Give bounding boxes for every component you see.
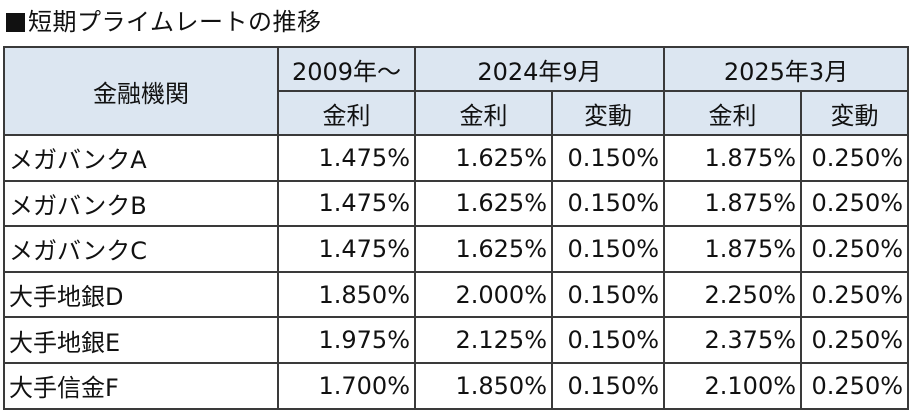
rate-2009: 1.475% (277, 225, 416, 273)
change-2024-09: 0.150% (550, 134, 666, 182)
rate-2024-09: 1.625% (414, 225, 553, 273)
rate-2009: 1.475% (277, 179, 416, 228)
rate-2024-09: 1.625% (414, 179, 553, 228)
institution-name: 大手信金F (3, 361, 279, 410)
table-row: メガバンクC 1.475% 1.625% 0.150% 1.875% 0.250… (3, 225, 910, 273)
change-2024-09: 0.150% (550, 316, 666, 364)
rate-2024-09: 2.125% (414, 316, 553, 364)
rate-2009: 1.850% (277, 270, 416, 319)
change-2024-09: 0.150% (550, 225, 666, 273)
table-row: 大手信金F 1.700% 1.850% 0.150% 2.100% 0.250% (3, 361, 910, 410)
header-rate-2025: 金利 (663, 90, 803, 136)
table-row: メガバンクB 1.475% 1.625% 0.150% 1.875% 0.250… (3, 179, 910, 228)
table-row: 大手地銀E 1.975% 2.125% 0.150% 2.375% 0.250% (3, 316, 910, 364)
rate-2025-03: 1.875% (663, 134, 803, 182)
change-2024-09: 0.150% (550, 179, 666, 228)
change-2024-09: 0.150% (550, 361, 666, 410)
header-institution: 金融機関 (3, 46, 279, 136)
rate-2009: 1.475% (277, 134, 416, 182)
table-title-text: 短期プライムレートの推移 (28, 8, 322, 36)
institution-name: メガバンクA (3, 134, 279, 182)
change-2025-03: 0.250% (800, 361, 910, 410)
change-2025-03: 0.250% (800, 225, 910, 273)
change-2025-03: 0.250% (800, 270, 910, 319)
header-rate-2009: 金利 (277, 90, 416, 136)
rate-2025-03: 2.250% (663, 270, 803, 319)
header-change-2024: 変動 (550, 90, 666, 136)
institution-name: メガバンクB (3, 179, 279, 228)
header-period-2009: 2009年～ (277, 46, 416, 92)
change-2025-03: 0.250% (800, 316, 910, 364)
header-row-periods: 金融機関 2009年～ 2024年9月 2025年3月 (3, 46, 910, 136)
institution-name: メガバンクC (3, 225, 279, 273)
rate-2025-03: 1.875% (663, 225, 803, 273)
rate-2025-03: 2.375% (663, 316, 803, 364)
header-change-2025: 変動 (800, 90, 910, 136)
table-title: 短期プライムレートの推移 (6, 4, 322, 40)
rate-2025-03: 2.100% (663, 361, 803, 410)
rate-2024-09: 1.850% (414, 361, 553, 410)
header-period-2024-09: 2024年9月 (413, 46, 666, 92)
rate-2009: 1.700% (277, 361, 416, 410)
change-2025-03: 0.250% (800, 179, 910, 228)
change-2024-09: 0.150% (550, 270, 666, 319)
prime-rate-table: 金融機関 2009年～ 2024年9月 2025年3月 金利 金利 変動 金利 … (3, 46, 910, 410)
change-2025-03: 0.250% (800, 134, 910, 182)
rate-2009: 1.975% (277, 316, 416, 364)
header-period-2025-03: 2025年3月 (663, 46, 910, 92)
rate-2025-03: 1.875% (663, 179, 803, 228)
black-square-icon (6, 12, 25, 32)
institution-name: 大手地銀D (3, 270, 279, 319)
header-rate-2024: 金利 (414, 90, 553, 136)
rate-2024-09: 2.000% (414, 270, 553, 319)
table-row: 大手地銀D 1.850% 2.000% 0.150% 2.250% 0.250% (3, 270, 910, 319)
table-row: メガバンクA 1.475% 1.625% 0.150% 1.875% 0.250… (3, 134, 910, 182)
header-row-metrics: 金利 金利 変動 金利 変動 (4, 90, 910, 136)
rate-2024-09: 1.625% (414, 134, 553, 182)
institution-name: 大手地銀E (3, 316, 279, 364)
